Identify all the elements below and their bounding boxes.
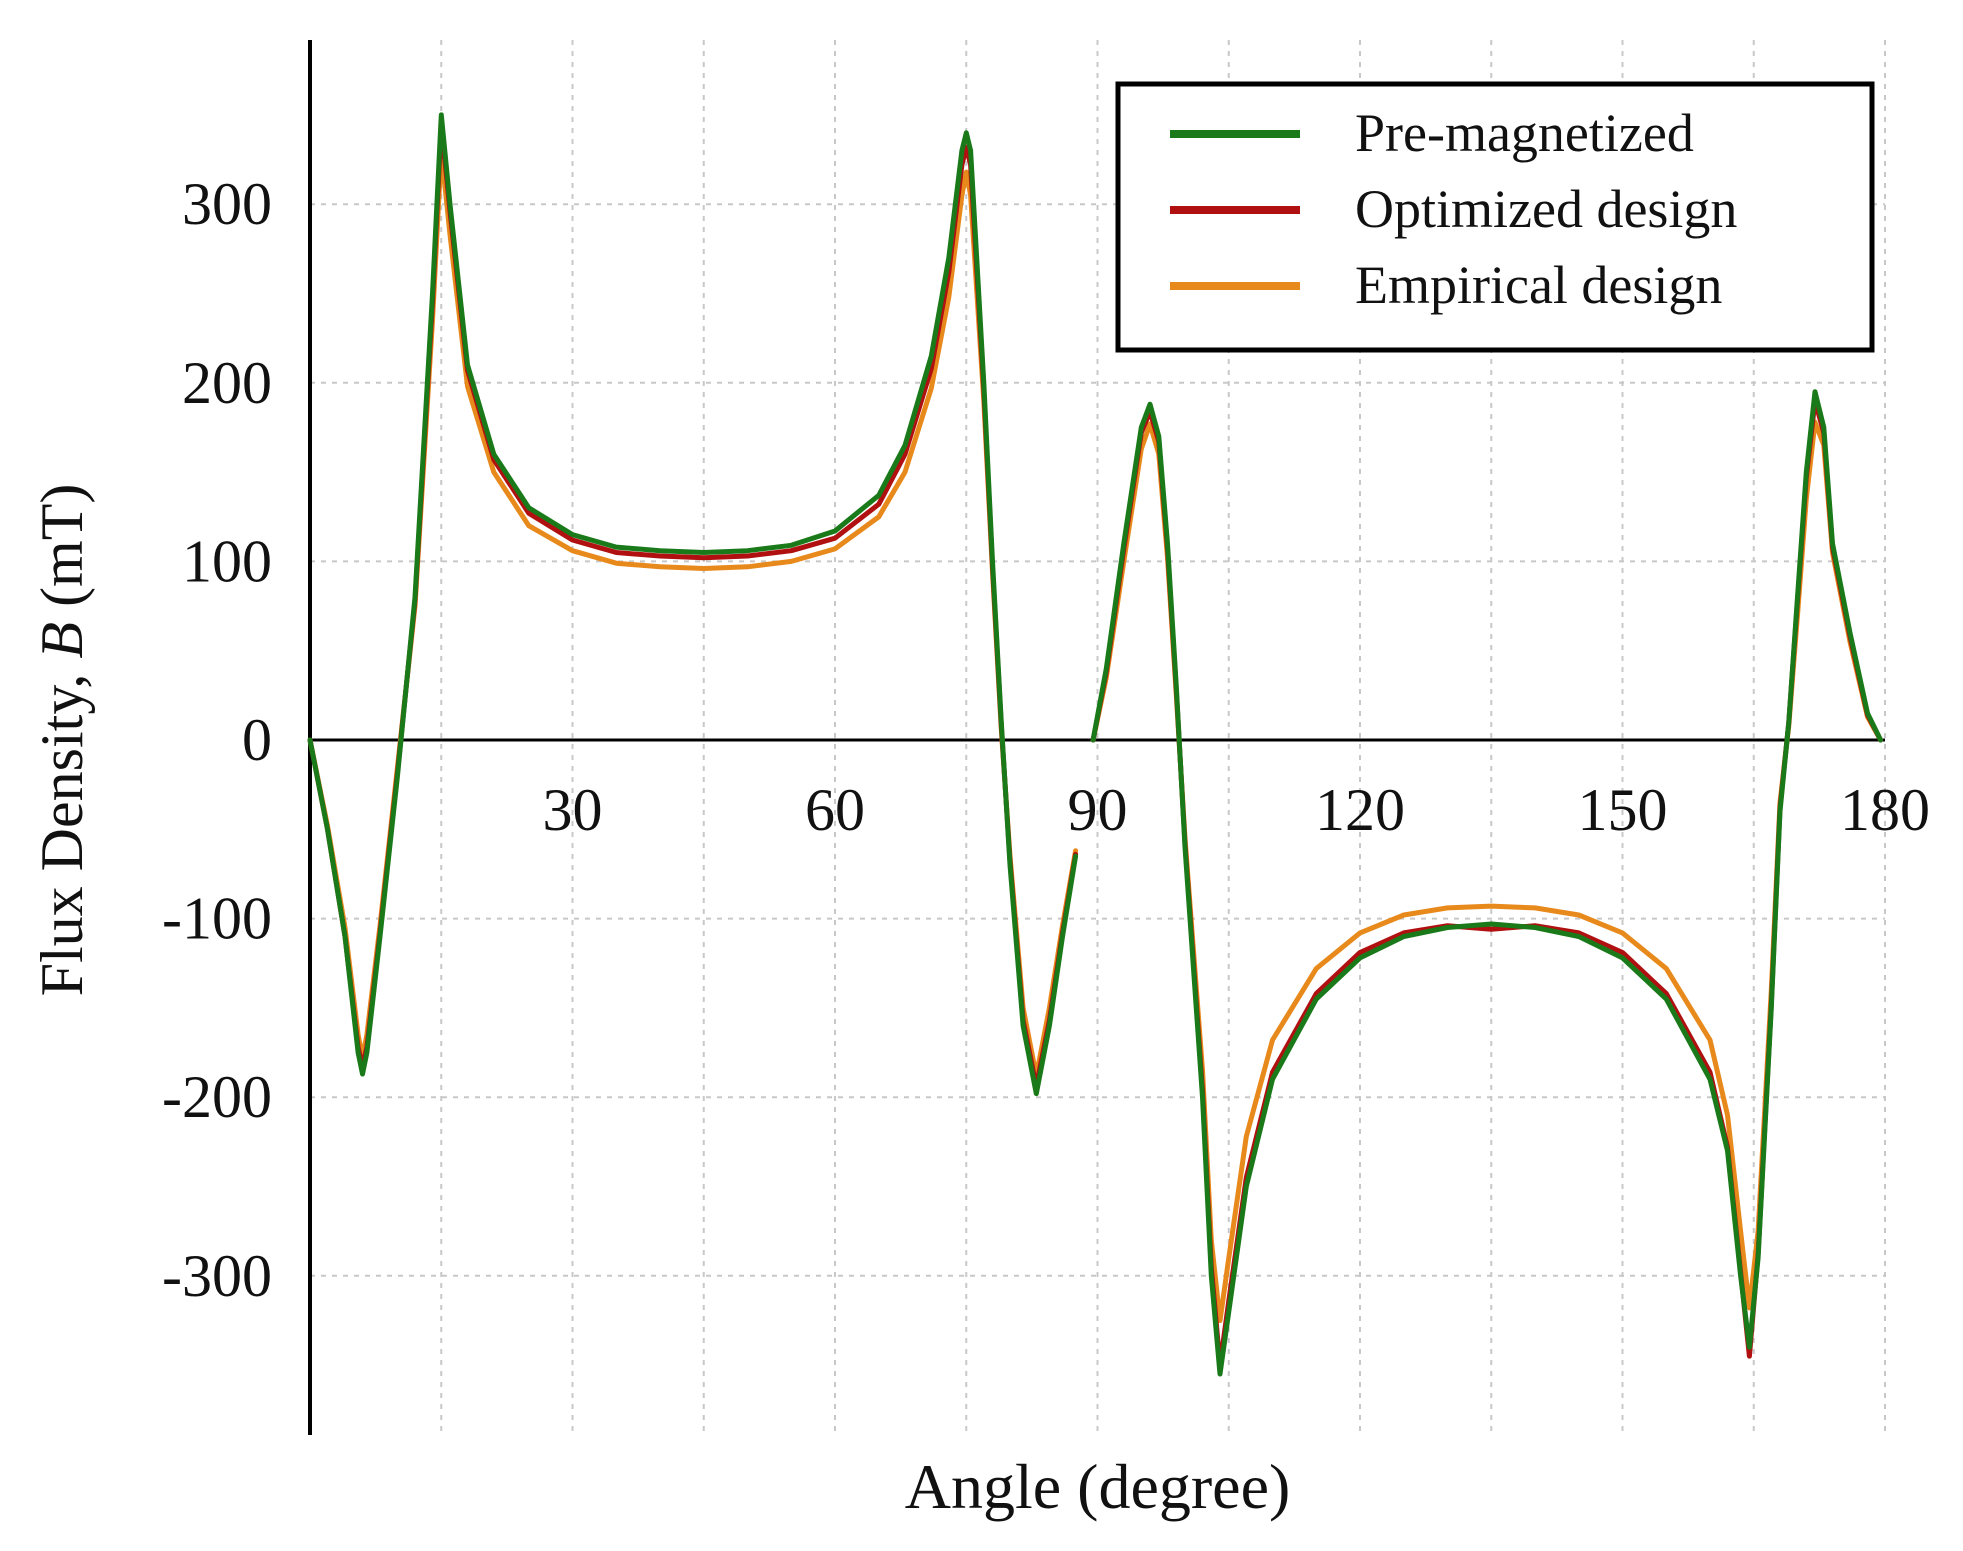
x-tick-label: 180: [1840, 777, 1930, 843]
y-tick-label: 0: [242, 707, 272, 773]
series-lines: [307, 112, 1884, 1377]
legend-label-empirical-design: Empirical design: [1355, 255, 1722, 315]
x-tick-labels: 30 60 90 120 150 180: [543, 777, 1931, 843]
series-line-optimized-design: [307, 121, 1079, 1089]
y-tick-label: 300: [182, 171, 272, 237]
x-tick-label: 60: [805, 777, 865, 843]
legend-entry-pre-magnetized: Pre-magnetized: [1170, 103, 1694, 163]
legend-entry-empirical-design: Empirical design: [1170, 255, 1722, 315]
y-axis-label: Flux Density, B (mT): [29, 484, 95, 997]
series-line-pre-magnetized: [307, 112, 1079, 1097]
x-tick-label: 150: [1578, 777, 1668, 843]
x-tick-label: 90: [1068, 777, 1128, 843]
y-tick-label: -100: [162, 886, 272, 952]
y-axis-label-symbol: B: [29, 622, 95, 659]
y-tick-label: -300: [162, 1243, 272, 1309]
y-axis-label-suffix: (mT): [29, 484, 95, 622]
legend-label-optimized-design: Optimized design: [1355, 179, 1737, 239]
legend-box: [1115, 81, 1875, 353]
legend-entry-optimized-design: Optimized design: [1170, 179, 1737, 239]
y-axis-label-prefix: Flux Density,: [29, 659, 95, 997]
x-axis-label: Angle (degree): [905, 1451, 1291, 1522]
series-line-pre-magnetized: [1090, 389, 1884, 1377]
x-tick-label: 30: [543, 777, 603, 843]
y-tick-label: -200: [162, 1064, 272, 1130]
x-tick-label: 120: [1315, 777, 1405, 843]
y-tick-label: 100: [182, 528, 272, 594]
y-tick-labels: 300 200 100 0 -100 -200 -300: [162, 171, 272, 1309]
legend-label-pre-magnetized: Pre-magnetized: [1355, 103, 1694, 163]
legend: Pre-magnetized Optimized design Empirica…: [1115, 81, 1875, 353]
y-tick-label: 200: [182, 350, 272, 416]
series-line-empirical-design: [307, 148, 1079, 1079]
